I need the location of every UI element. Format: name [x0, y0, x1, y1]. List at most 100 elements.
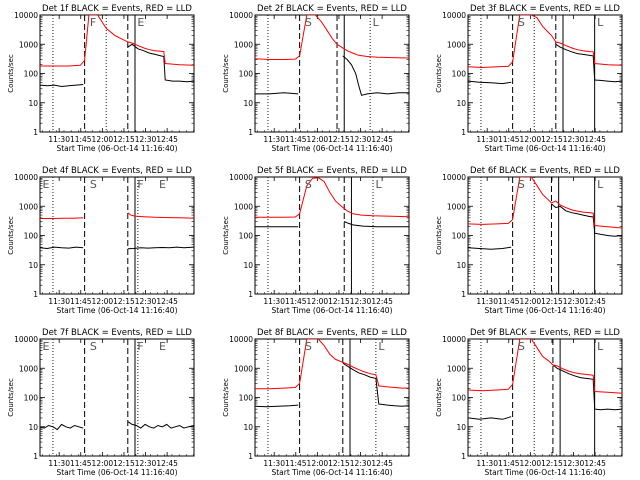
region-label: L	[597, 16, 604, 29]
plot-frame	[254, 14, 410, 133]
x-tick-label: 11:45	[498, 297, 520, 306]
panel-title: Det 9f BLACK = Events, RED = LLD	[470, 328, 620, 338]
detector-panel-2: Det 2f BLACK = Events, RED = LLD 1 10 100 10…	[222, 4, 410, 153]
y-tick-label: 10000	[14, 173, 38, 182]
y-tick-label: 10000	[442, 335, 466, 344]
y-tick-label: 10	[28, 423, 38, 432]
x-tick-label: 12:15	[328, 297, 350, 306]
y-tick-label: 1000	[447, 40, 466, 49]
y-tick-label: 10000	[14, 11, 38, 20]
region-label: L	[373, 16, 380, 29]
x-tick-label: 11:30	[263, 297, 285, 306]
events-series-line	[552, 364, 622, 411]
x-tick-label: 12:45	[156, 135, 178, 144]
y-tick-label: 100	[239, 394, 254, 403]
y-tick-label: 100	[452, 232, 467, 241]
x-tick-label: 12:15	[113, 297, 135, 306]
region-label: E	[159, 340, 166, 353]
events-series-line	[127, 246, 194, 250]
x-tick-label: 12:45	[371, 459, 393, 468]
lld-series-line	[127, 212, 194, 219]
plot-frame	[467, 338, 623, 457]
y-tick-label: 1000	[447, 364, 466, 373]
x-tick-label: 11:30	[48, 459, 70, 468]
y-axis-label: Counts/sec	[435, 216, 443, 255]
panel-title: Det 7f BLACK = Events, RED = LLD	[42, 328, 192, 338]
x-tick-label: 12:00	[92, 459, 114, 468]
region-label: S	[305, 178, 312, 191]
x-tick-label: 11:45	[70, 135, 92, 144]
x-tick-label: 12:30	[350, 135, 372, 144]
x-tick-label: 12:30	[135, 135, 157, 144]
y-axis-label: Counts/sec	[222, 378, 230, 417]
x-tick-label: 12:45	[584, 135, 606, 144]
x-tick-label: 12:45	[371, 135, 393, 144]
x-tick-label: 12:30	[350, 459, 372, 468]
x-axis-label: Start Time (06-Oct-14 11:16:40)	[56, 306, 177, 315]
x-tick-label: 12:30	[563, 135, 585, 144]
detector-panel-7: Det 7f BLACK = Events, RED = LLD 1 10 100 10…	[7, 328, 195, 477]
lld-series-line	[468, 177, 622, 229]
events-series-line	[342, 362, 409, 407]
x-tick-label: 11:45	[285, 297, 307, 306]
y-tick-label: 10	[28, 261, 38, 270]
y-tick-label: 1000	[447, 202, 466, 211]
y-tick-label: 1	[33, 128, 38, 137]
lld-series-line	[40, 15, 194, 67]
y-tick-label: 1000	[19, 364, 38, 373]
region-label: L	[378, 340, 385, 353]
events-series-line	[127, 43, 194, 83]
y-tick-label: 1	[248, 290, 253, 299]
detector-panel-5: Det 5f BLACK = Events, RED = LLD 1 10 100 10…	[222, 166, 410, 315]
x-tick-label: 11:45	[498, 459, 520, 468]
region-label: L	[375, 178, 382, 191]
x-tick-label: 12:15	[113, 135, 135, 144]
x-tick-label: 11:30	[48, 135, 70, 144]
x-tick-label: 11:45	[285, 135, 307, 144]
region-label: F	[137, 178, 143, 191]
y-tick-label: 100	[24, 70, 39, 79]
region-label: F	[137, 340, 143, 353]
region-label: E	[42, 178, 49, 191]
lld-series-line	[468, 339, 622, 394]
y-tick-label: 100	[239, 70, 254, 79]
y-tick-label: 100	[239, 232, 254, 241]
y-tick-label: 1	[33, 290, 38, 299]
events-series-line	[468, 246, 512, 250]
events-series-line	[468, 416, 512, 420]
y-tick-label: 1	[33, 452, 38, 461]
plot-frame	[39, 176, 195, 295]
y-tick-label: 1	[248, 452, 253, 461]
events-series-line	[468, 80, 512, 85]
x-tick-label: 11:45	[70, 297, 92, 306]
y-tick-label: 10000	[442, 173, 466, 182]
panel-title: Det 4f BLACK = Events, RED = LLD	[42, 166, 192, 176]
x-axis-label: Start Time (06-Oct-14 11:16:40)	[56, 144, 177, 153]
events-series-line	[255, 92, 299, 95]
y-axis-label: Counts/sec	[222, 216, 230, 255]
y-tick-label: 10	[243, 99, 253, 108]
panel-title: Det 2f BLACK = Events, RED = LLD	[257, 4, 407, 14]
x-tick-label: 12:30	[135, 297, 157, 306]
x-tick-label: 11:30	[263, 135, 285, 144]
y-tick-label: 10000	[14, 335, 38, 344]
x-tick-label: 11:30	[48, 297, 70, 306]
y-tick-label: 100	[24, 232, 39, 241]
y-tick-label: 100	[452, 70, 467, 79]
x-tick-label: 12:15	[328, 135, 350, 144]
y-axis-label: Counts/sec	[222, 54, 230, 93]
y-axis-label: Counts/sec	[7, 216, 15, 255]
x-tick-label: 12:00	[92, 297, 114, 306]
y-tick-label: 10	[456, 99, 466, 108]
x-tick-label: 12:30	[563, 459, 585, 468]
region-label: F	[90, 16, 96, 29]
plot-frame	[467, 176, 623, 295]
y-tick-label: 1000	[234, 364, 253, 373]
x-tick-label: 12:00	[520, 135, 542, 144]
x-tick-label: 11:30	[263, 459, 285, 468]
x-axis-label: Start Time (06-Oct-14 11:16:40)	[484, 144, 605, 153]
panel-title: Det 3f BLACK = Events, RED = LLD	[470, 4, 620, 14]
events-series-line	[40, 423, 84, 431]
region-label: L	[597, 340, 604, 353]
